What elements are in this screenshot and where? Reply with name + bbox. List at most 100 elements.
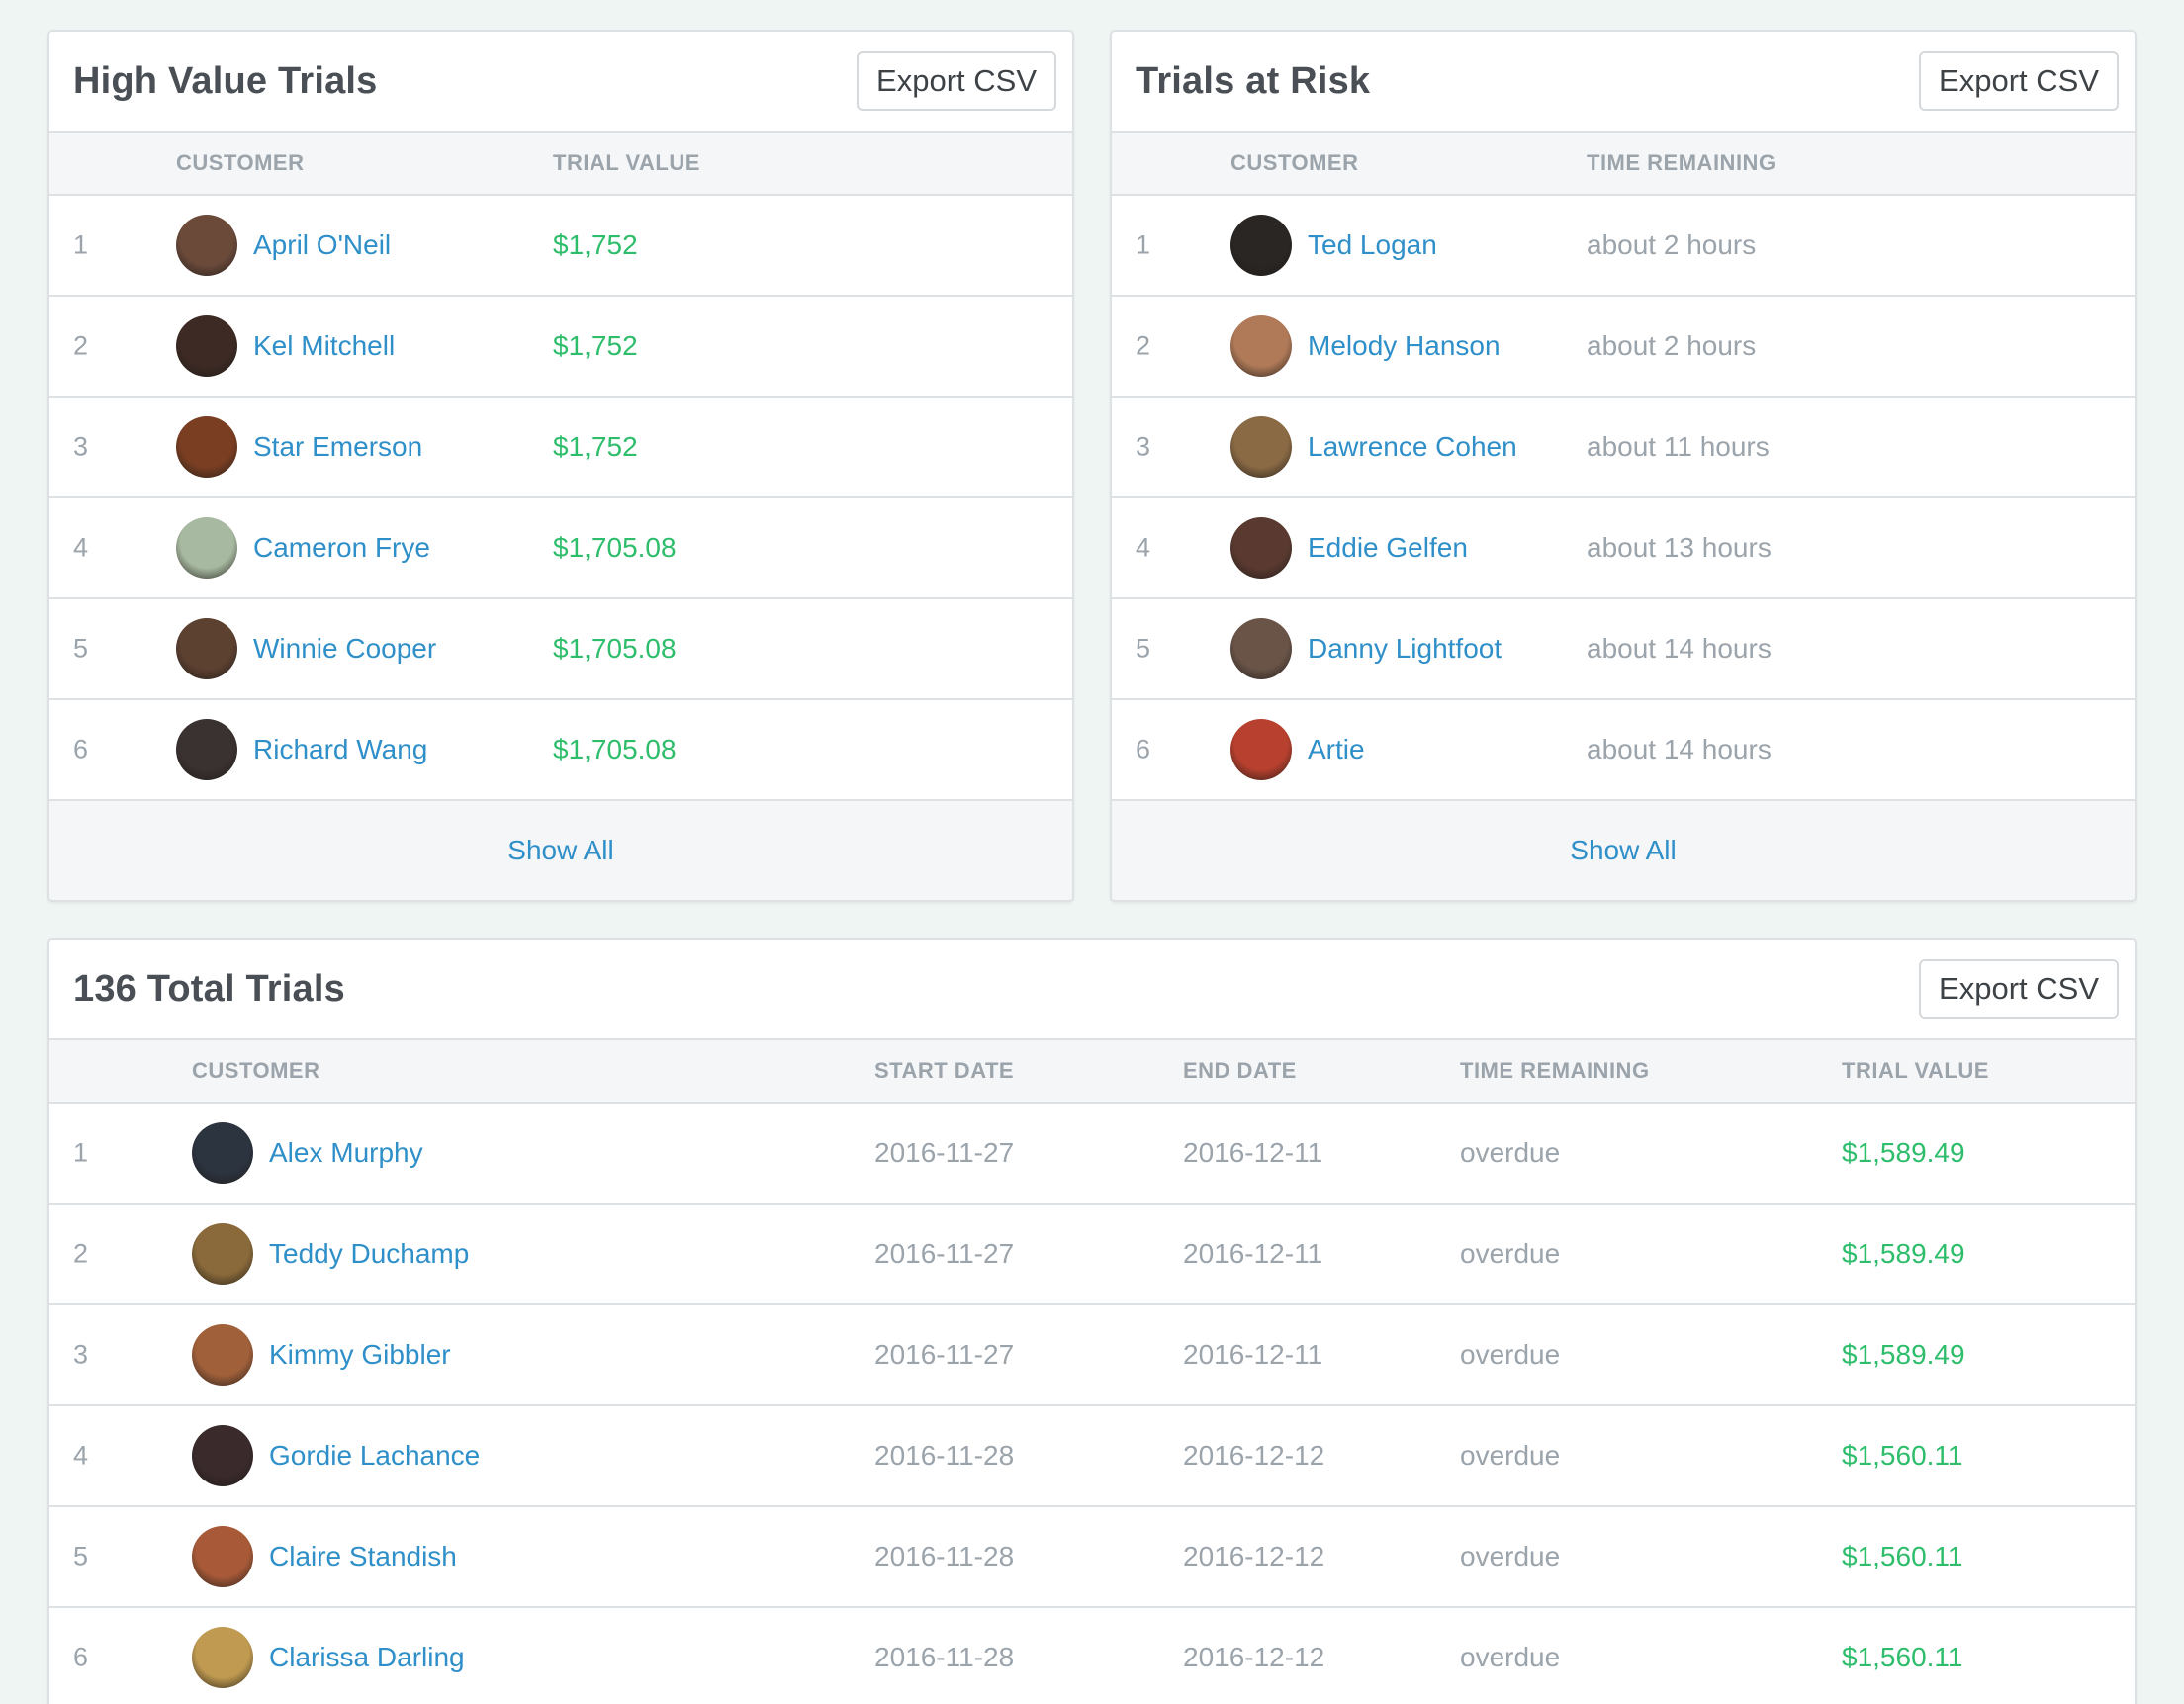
time-remaining: about 14 hours — [1587, 633, 1772, 664]
trial-value: $1,589.49 — [1842, 1238, 1965, 1269]
customer-name-link[interactable]: Teddy Duchamp — [269, 1238, 470, 1269]
avatar[interactable] — [176, 315, 237, 377]
export-csv-button[interactable]: Export CSV — [857, 51, 1056, 111]
avatar[interactable] — [176, 618, 237, 679]
table-row[interactable]: 2 Melody Hanson about 2 hours — [1112, 297, 2135, 398]
trial-value: $1,560.11 — [1842, 1440, 1963, 1471]
customer-cell: Eddie Gelfen — [1230, 517, 1468, 579]
customer-name-link[interactable]: Alex Murphy — [269, 1137, 423, 1168]
high-value-trials-card: High Value Trials Export CSV CUSTOMER TR… — [47, 30, 1074, 902]
end-date: 2016-12-12 — [1183, 1440, 1325, 1471]
customer-name-link[interactable]: Clarissa Darling — [269, 1642, 465, 1672]
customer-cell: Cameron Frye — [176, 517, 430, 579]
table-row[interactable]: 1 April O'Neil $1,752 — [49, 196, 1072, 297]
table-row[interactable]: 4 Gordie Lachance 2016-11-28 2016-12-12 over… — [49, 1406, 2135, 1507]
table-row[interactable]: 1 Alex Murphy 2016-11-27 2016-12-11 overdue $… — [49, 1104, 2135, 1205]
customer-cell: Artie — [1230, 719, 1365, 780]
avatar[interactable] — [176, 719, 237, 780]
customer-cell: Ted Logan — [1230, 215, 1437, 276]
avatar[interactable] — [192, 1425, 253, 1486]
customer-cell: Star Emerson — [176, 416, 422, 478]
avatar[interactable] — [192, 1223, 253, 1285]
column-header-customer[interactable]: CUSTOMER — [176, 150, 305, 175]
table-header: CUSTOMER START DATE END DATE TIME REMAIN… — [49, 1040, 2135, 1104]
column-header-start-date[interactable]: START DATE — [874, 1058, 1015, 1083]
row-index: 2 — [73, 1238, 89, 1269]
table-row[interactable]: 2 Teddy Duchamp 2016-11-27 2016-12-11 overdu… — [49, 1205, 2135, 1305]
customer-name-link[interactable]: Melody Hanson — [1308, 330, 1501, 361]
trial-value: $1,705.08 — [553, 532, 677, 563]
customer-name-link[interactable]: Gordie Lachance — [269, 1440, 481, 1471]
row-index: 1 — [73, 1137, 89, 1168]
column-header-customer[interactable]: CUSTOMER — [192, 1058, 320, 1083]
table-row[interactable]: 3 Kimmy Gibbler 2016-11-27 2016-12-11 overdu… — [49, 1305, 2135, 1406]
customer-cell: Kimmy Gibbler — [192, 1324, 451, 1386]
avatar[interactable] — [1230, 315, 1292, 377]
row-index: 5 — [1136, 633, 1151, 664]
customer-name-link[interactable]: Star Emerson — [253, 431, 423, 462]
avatar[interactable] — [192, 1627, 253, 1688]
trial-value: $1,589.49 — [1842, 1339, 1965, 1370]
avatar[interactable] — [192, 1324, 253, 1386]
row-index: 6 — [73, 1642, 89, 1672]
customer-name-link[interactable]: Richard Wang — [253, 734, 428, 764]
table-row[interactable]: 6 Richard Wang $1,705.08 — [49, 700, 1072, 801]
customer-name-link[interactable]: Ted Logan — [1308, 229, 1437, 260]
time-remaining: about 14 hours — [1587, 734, 1772, 764]
customer-name-link[interactable]: Cameron Frye — [253, 532, 430, 563]
customer-name-link[interactable]: Lawrence Cohen — [1308, 431, 1517, 462]
table-row[interactable]: 5 Claire Standish 2016-11-28 2016-12-12 over… — [49, 1507, 2135, 1608]
avatar[interactable] — [176, 215, 237, 276]
avatar[interactable] — [1230, 719, 1292, 780]
table-row[interactable]: 4 Cameron Frye $1,705.08 — [49, 498, 1072, 599]
card-header: 136 Total Trials Export CSV — [49, 940, 2135, 1040]
customer-cell: Lawrence Cohen — [1230, 416, 1517, 478]
column-header-customer[interactable]: CUSTOMER — [1230, 150, 1359, 175]
avatar[interactable] — [176, 517, 237, 579]
show-all-link[interactable]: Show All — [1570, 835, 1677, 865]
customer-name-link[interactable]: Artie — [1308, 734, 1365, 764]
table-row[interactable]: 6 Clarissa Darling 2016-11-28 2016-12-12 ove… — [49, 1608, 2135, 1704]
row-index: 4 — [73, 532, 89, 563]
table-row[interactable]: 3 Lawrence Cohen about 11 hours — [1112, 398, 2135, 498]
start-date: 2016-11-28 — [874, 1541, 1015, 1571]
export-csv-button[interactable]: Export CSV — [1919, 959, 2119, 1019]
avatar[interactable] — [1230, 517, 1292, 579]
export-csv-button[interactable]: Export CSV — [1919, 51, 2119, 111]
table-row[interactable]: 6 Artie about 14 hours — [1112, 700, 2135, 801]
table-row[interactable]: 3 Star Emerson $1,752 — [49, 398, 1072, 498]
table-row[interactable]: 5 Danny Lightfoot about 14 hours — [1112, 599, 2135, 700]
column-header-time-remaining[interactable]: TIME REMAINING — [1460, 1058, 1650, 1083]
avatar[interactable] — [192, 1122, 253, 1184]
start-date: 2016-11-27 — [874, 1238, 1015, 1269]
customer-name-link[interactable]: April O'Neil — [253, 229, 392, 260]
avatar[interactable] — [1230, 416, 1292, 478]
column-header-trial-value[interactable]: TRIAL VALUE — [1842, 1058, 1989, 1083]
time-remaining: about 2 hours — [1587, 330, 1757, 361]
total-trials-card: 136 Total Trials Export CSV CUSTOMER STA… — [47, 938, 2137, 1704]
avatar[interactable] — [192, 1526, 253, 1587]
avatar[interactable] — [176, 416, 237, 478]
table-header: CUSTOMER TRIAL VALUE — [49, 133, 1072, 196]
column-header-end-date[interactable]: END DATE — [1183, 1058, 1297, 1083]
avatar[interactable] — [1230, 618, 1292, 679]
customer-name-link[interactable]: Kel Mitchell — [253, 330, 396, 361]
table-row[interactable]: 5 Winnie Cooper $1,705.08 — [49, 599, 1072, 700]
customer-name-link[interactable]: Winnie Cooper — [253, 633, 437, 664]
start-date: 2016-11-27 — [874, 1137, 1015, 1168]
row-index: 3 — [73, 1339, 89, 1370]
customer-name-link[interactable]: Danny Lightfoot — [1308, 633, 1502, 664]
table-row[interactable]: 4 Eddie Gelfen about 13 hours — [1112, 498, 2135, 599]
show-all-link[interactable]: Show All — [507, 835, 614, 865]
customer-name-link[interactable]: Eddie Gelfen — [1308, 532, 1468, 563]
customer-name-link[interactable]: Claire Standish — [269, 1541, 457, 1571]
start-date: 2016-11-28 — [874, 1440, 1015, 1471]
column-header-time-remaining[interactable]: TIME REMAINING — [1587, 150, 1776, 175]
customer-cell: Alex Murphy — [192, 1122, 423, 1184]
column-header-trial-value[interactable]: TRIAL VALUE — [553, 150, 700, 175]
avatar[interactable] — [1230, 215, 1292, 276]
row-index: 1 — [73, 229, 89, 260]
table-row[interactable]: 1 Ted Logan about 2 hours — [1112, 196, 2135, 297]
table-row[interactable]: 2 Kel Mitchell $1,752 — [49, 297, 1072, 398]
customer-name-link[interactable]: Kimmy Gibbler — [269, 1339, 451, 1370]
